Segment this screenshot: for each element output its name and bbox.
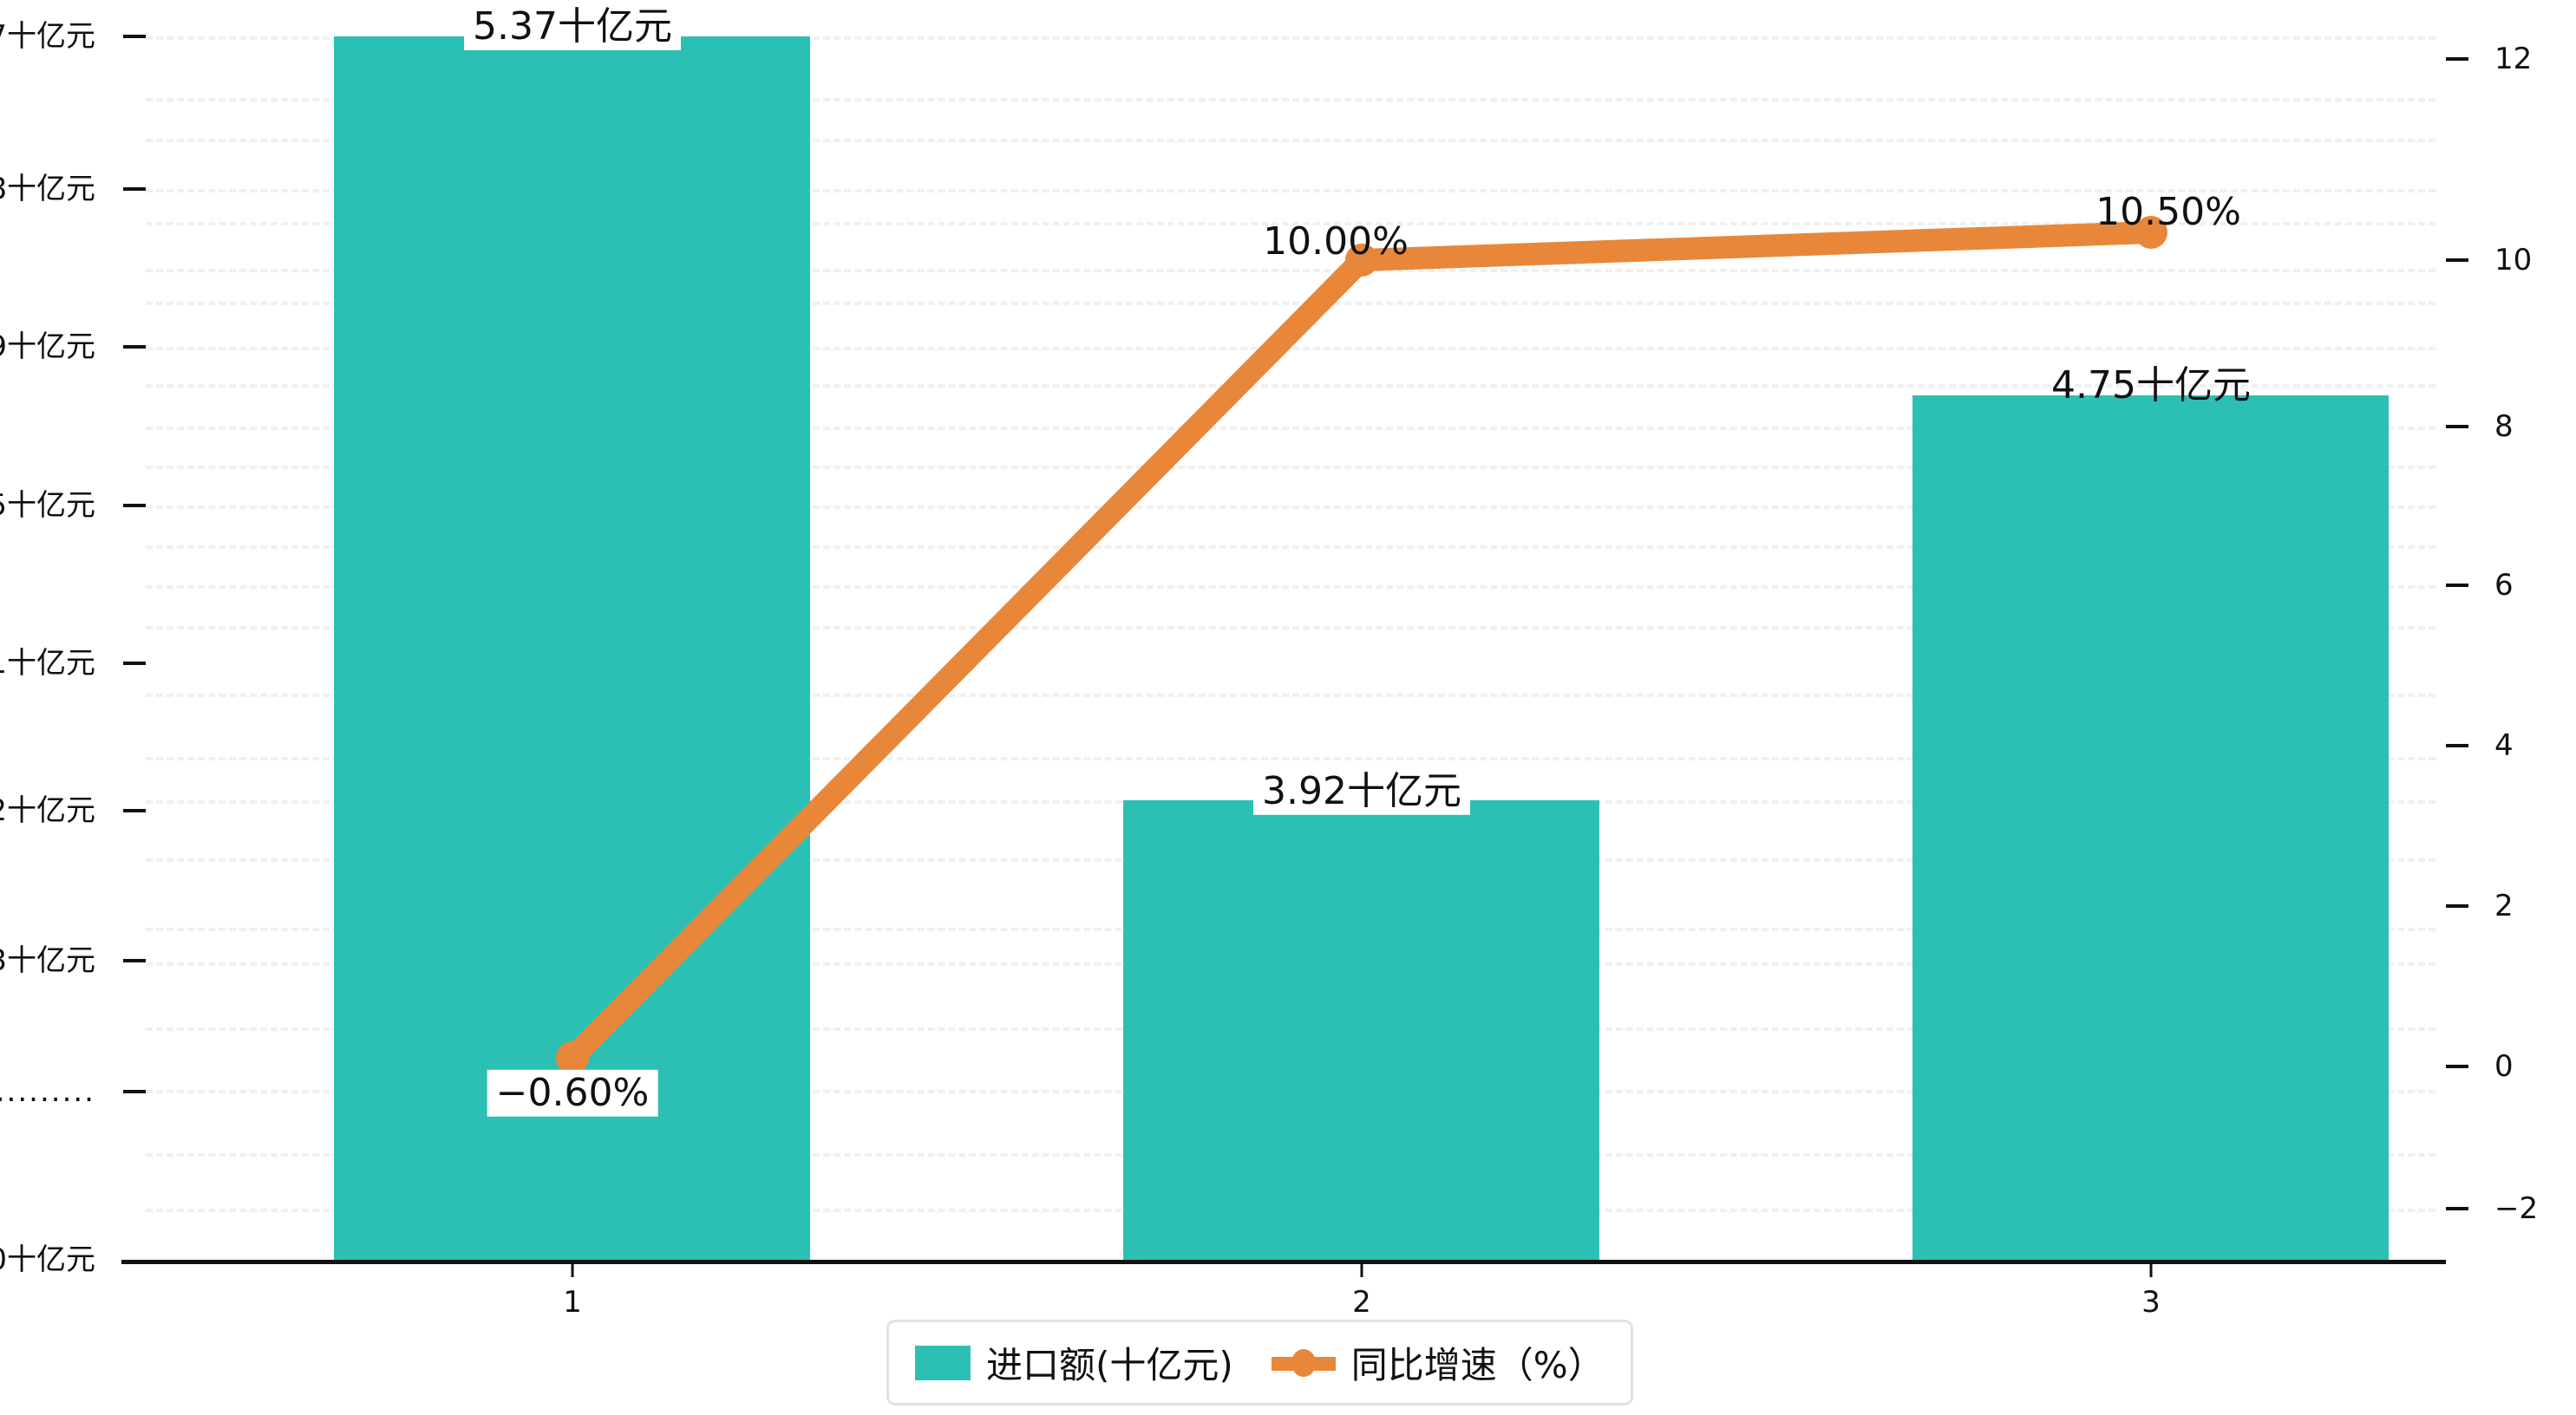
y-axis-left-tick [123, 345, 146, 349]
line-data-label: 10.50% [2095, 189, 2241, 234]
y-axis-right-tick [2446, 258, 2468, 262]
bar-series-item[interactable] [1912, 395, 2389, 1262]
y-axis-right-label: 10 [2494, 243, 2533, 277]
y-axis-left-tick [123, 959, 146, 962]
x-axis-tick [1360, 1262, 1363, 1277]
x-axis-tick [2149, 1262, 2153, 1277]
y-axis-left-tick [123, 662, 146, 665]
x-axis-tick [571, 1262, 574, 1277]
legend-item-yoy-growth[interactable]: 同比增速（%） [1271, 1336, 1605, 1389]
y-axis-right-tick [2446, 1065, 2468, 1068]
gridline [146, 139, 2435, 142]
y-axis-left-label-zero: 0十亿元 [0, 1242, 95, 1277]
y-axis-right-tick [2446, 584, 2468, 587]
legend-line-marker-icon [1271, 1346, 1336, 1380]
y-axis-right-tick [2446, 1207, 2468, 1210]
y-axis-left-tick [123, 504, 146, 507]
bar-data-label: 4.75十亿元 [2051, 362, 2251, 408]
legend-swatch-icon [915, 1345, 971, 1380]
y-axis-left-tick [123, 809, 146, 812]
y-axis-left-tick [123, 187, 146, 191]
y-axis-left-label: 3.92十亿元 [0, 793, 95, 828]
y-axis-right-label: 4 [2494, 728, 2514, 763]
bar-data-label: 5.37十亿元 [464, 3, 681, 50]
y-axis-right-label: 6 [2494, 568, 2514, 603]
y-axis-left-label: 5.08十亿元 [0, 172, 95, 206]
y-axis-right-label: 8 [2494, 409, 2514, 444]
y-axis-left-label: 4.21十亿元 [0, 646, 95, 681]
gridline [146, 36, 2435, 40]
y-axis-right-tick [2446, 904, 2468, 908]
line-data-label: −0.60% [487, 1069, 658, 1117]
y-axis-left-label: 3.63十亿元 [0, 943, 95, 978]
y-axis-left-tick-break [123, 1090, 146, 1093]
y-axis-right-tick [2446, 744, 2468, 747]
gridline [146, 189, 2435, 192]
x-axis-label: 2 [1352, 1285, 1371, 1320]
x-axis-label: 1 [563, 1285, 582, 1320]
y-axis-left-label: 5.37十亿元 [0, 19, 95, 54]
y-axis-left-label: 4.79十亿元 [0, 329, 95, 364]
x-axis-label: 3 [2141, 1285, 2161, 1320]
line-data-label: 10.00% [1263, 218, 1409, 264]
y-axis-right-tick [2446, 425, 2468, 428]
y-axis-right-label: 12 [2494, 42, 2533, 76]
y-axis-left-label: 4.5十亿元 [0, 488, 95, 523]
y-axis-left-label-break: ......... [0, 1074, 95, 1109]
x-axis-line [121, 1260, 2446, 1264]
y-axis-left-tick [123, 35, 146, 38]
y-axis-right-label: 0 [2494, 1049, 2514, 1084]
chart-legend: 进口额(十亿元) 同比增速（%） [886, 1320, 1633, 1405]
y-axis-right-label: −2 [2494, 1191, 2539, 1226]
bar-series-item[interactable] [1123, 800, 1599, 1262]
legend-item-import-value[interactable]: 进口额(十亿元) [915, 1336, 1233, 1389]
y-axis-right-tick [2446, 57, 2468, 61]
legend-label: 同比增速（%） [1350, 1344, 1605, 1386]
y-axis-right-label: 2 [2494, 889, 2514, 923]
bar-data-label: 3.92十亿元 [1253, 767, 1470, 815]
legend-label: 进口额(十亿元) [986, 1344, 1233, 1386]
gridline [146, 98, 2435, 101]
